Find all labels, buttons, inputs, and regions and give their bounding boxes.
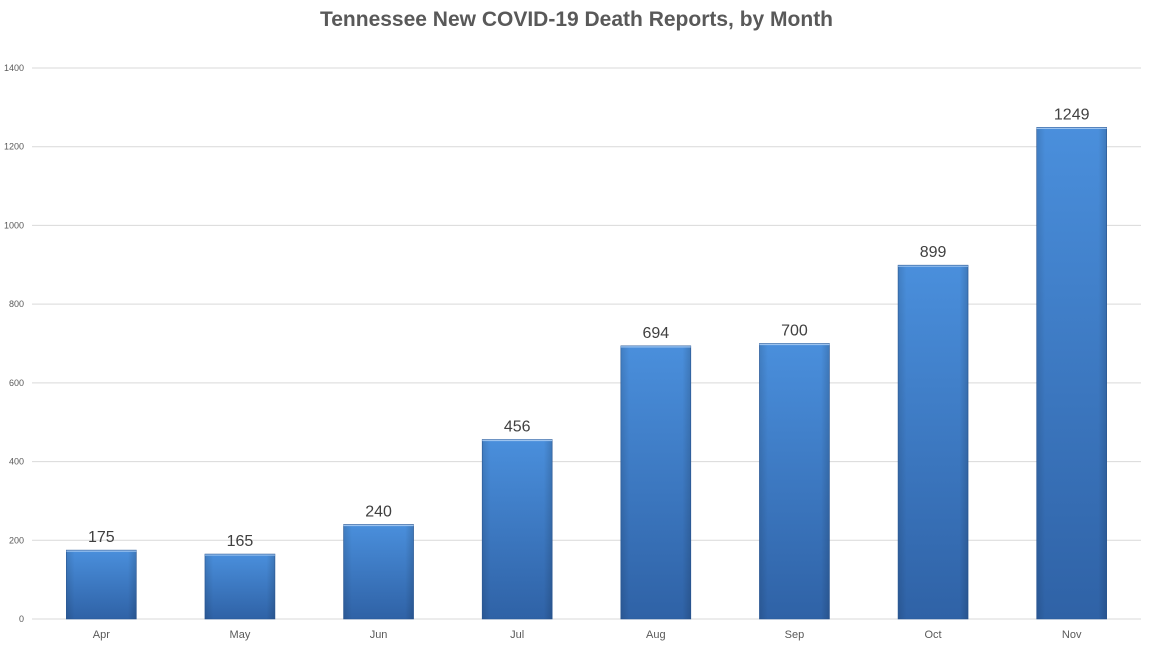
y-tick-label: 200 [9,535,24,545]
x-tick-label: Nov [1062,629,1082,641]
y-tick-label: 1000 [4,220,24,230]
bar-group-aug: 694 [620,325,692,620]
bar-shading [343,524,414,619]
y-tick-label: 1400 [4,63,24,73]
gridlines [32,67,1141,620]
y-tick-label: 1200 [4,142,24,152]
bar-group-nov: 1249 [1036,106,1107,620]
x-tick-label: Sep [785,629,805,641]
bar-group-may: 165 [204,533,276,620]
bar-group-sep: 700 [759,323,830,620]
bars: 175 165 240 456 694 700 899 1249 [66,106,1107,620]
x-tick-label: Aug [646,629,666,641]
bar-group-oct: 899 [897,244,969,620]
bar-shading [620,345,691,619]
x-tick-label: Jul [510,629,524,641]
chart-title: Tennessee New COVID-19 Death Reports, by… [319,8,834,31]
bar-shading [66,550,137,619]
bar-shading [204,554,275,619]
data-label: 1249 [1054,106,1090,123]
y-tick-label: 400 [9,457,24,467]
bar-group-jul: 456 [481,419,553,620]
y-axis: 0 200 400 600 800 1000 1200 1400 [4,63,24,624]
y-tick-label: 0 [19,614,24,624]
bar-shading [482,439,553,619]
data-label: 240 [365,504,392,521]
bar-group-apr: 175 [66,529,137,620]
x-tick-label: Apr [93,629,110,641]
y-tick-label: 800 [9,299,24,309]
bar-group-jun: 240 [343,504,414,620]
data-label: 700 [781,323,808,340]
data-label: 456 [504,419,531,436]
bar-shading [1036,127,1107,619]
data-label: 165 [227,533,254,550]
x-tick-label: Oct [925,629,942,641]
bar-shading [898,265,969,619]
data-label: 175 [88,529,115,546]
x-tick-label: May [230,629,251,641]
bar-shading [759,343,830,619]
x-axis: Apr May Jun Jul Aug Sep Oct Nov [93,629,1082,641]
x-tick-label: Jun [370,629,388,641]
y-tick-label: 600 [9,378,24,388]
data-label: 899 [920,244,947,261]
data-label: 694 [642,325,669,342]
